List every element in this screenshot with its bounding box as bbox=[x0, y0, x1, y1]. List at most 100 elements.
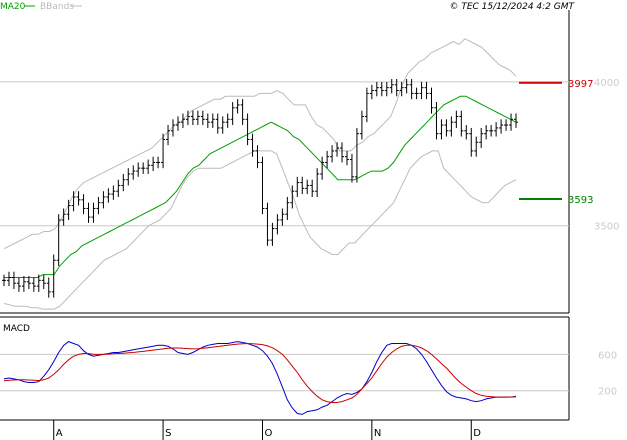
ohlc-bar bbox=[26, 276, 31, 289]
ohlc-bar bbox=[414, 87, 419, 100]
price-y-tick-3500: 3500 bbox=[594, 222, 619, 233]
ohlc-bar bbox=[2, 274, 6, 287]
ohlc-bar bbox=[394, 79, 399, 97]
ohlc-bar bbox=[41, 274, 46, 289]
ohlc-bar bbox=[325, 150, 330, 169]
x-tick-label-S: S bbox=[165, 428, 171, 439]
ohlc-bar bbox=[185, 110, 190, 126]
bbands-lower-line bbox=[3, 150, 517, 310]
ohlc-bar bbox=[340, 142, 345, 163]
ohlc-bar bbox=[146, 159, 151, 174]
ohlc-bar bbox=[315, 168, 320, 197]
ohlc-bar bbox=[300, 176, 305, 195]
ohlc-bar bbox=[121, 173, 126, 192]
ma20-series-line bbox=[4, 95, 517, 278]
ohlc-bar bbox=[101, 191, 106, 209]
ohlc-bar bbox=[161, 133, 166, 169]
ohlc-bar bbox=[444, 119, 449, 137]
ohlc-bar bbox=[419, 81, 424, 100]
ohlc-bar bbox=[195, 110, 200, 126]
ohlc-bar bbox=[11, 271, 16, 289]
ohlc-bar bbox=[389, 79, 394, 94]
ohlc-bar bbox=[56, 214, 61, 266]
price-levels: 3997 3593 bbox=[519, 79, 593, 206]
ohlc-bar bbox=[180, 113, 185, 128]
ohlc-bar bbox=[91, 202, 96, 223]
macd-y-tick-600: 600 bbox=[598, 350, 617, 361]
ohlc-bar bbox=[61, 208, 66, 226]
ohlc-bar bbox=[240, 99, 245, 126]
ohlc-bar bbox=[265, 202, 270, 246]
ohlc-bar bbox=[369, 84, 374, 100]
x-tick-label-N: N bbox=[374, 428, 381, 439]
ohlc-bar bbox=[230, 102, 235, 126]
ohlc-bar bbox=[116, 179, 121, 197]
ohlc-bar bbox=[320, 156, 325, 180]
bollinger-bands bbox=[3, 38, 517, 310]
ohlc-bar bbox=[16, 277, 21, 292]
ohlc-bar bbox=[190, 110, 195, 126]
resistance-level-label: 3997 bbox=[568, 79, 593, 90]
bbands-upper-line bbox=[3, 38, 517, 250]
ohlc-bar bbox=[305, 179, 310, 195]
price-y-tick-4000: 4000 bbox=[594, 78, 619, 89]
ma20-line bbox=[4, 95, 517, 278]
ohlc-bar bbox=[6, 271, 11, 287]
legend-ma20: MA20 bbox=[0, 2, 26, 12]
ohlc-bar bbox=[285, 196, 290, 220]
grid-lines bbox=[0, 81, 569, 392]
ohlc-bar bbox=[509, 113, 514, 131]
ohlc-bar bbox=[111, 185, 116, 200]
ohlc-bar bbox=[479, 127, 484, 149]
ohlc-bar bbox=[439, 119, 444, 140]
macd-lines bbox=[3, 341, 517, 415]
ohlc-bar bbox=[399, 81, 404, 97]
ohlc-bar bbox=[494, 122, 499, 137]
ohlc-bar bbox=[514, 113, 518, 128]
support-level-label: 3593 bbox=[568, 195, 593, 206]
ohlc-bar bbox=[409, 79, 414, 100]
ohlc-bar bbox=[245, 113, 250, 146]
ohlc-bar bbox=[474, 136, 479, 157]
ohlc-bar bbox=[225, 113, 230, 128]
macd-line bbox=[3, 341, 517, 415]
ohlc-bar bbox=[200, 110, 205, 126]
ohlc-bar bbox=[344, 150, 349, 166]
ohlc-bar bbox=[205, 113, 210, 128]
ohlc-bar bbox=[504, 119, 509, 131]
ohlc-bar bbox=[46, 277, 51, 298]
x-tick-label-O: O bbox=[264, 428, 272, 439]
ohlc-bar bbox=[335, 142, 340, 157]
ohlc-bar bbox=[255, 145, 260, 169]
ohlc-bar bbox=[364, 87, 369, 123]
ohlc-bar bbox=[136, 162, 141, 177]
ohlc-bar bbox=[81, 194, 86, 215]
ohlc-bar bbox=[469, 127, 474, 157]
ohlc-bar bbox=[76, 191, 81, 206]
ohlc-bar bbox=[349, 153, 354, 183]
ohlc-bar bbox=[151, 156, 156, 172]
ohlc-bar bbox=[126, 168, 131, 186]
ohlc-bar bbox=[156, 156, 161, 169]
ohlc-bar bbox=[86, 202, 91, 223]
ohlc-bar bbox=[310, 179, 315, 197]
ohlc-bar bbox=[31, 277, 36, 292]
ohlc-bar bbox=[290, 185, 295, 209]
ohlc-bar bbox=[295, 176, 300, 197]
y-axis-ticks: 3500 4000 200 600 bbox=[594, 78, 619, 398]
ohlc-bar bbox=[429, 87, 434, 114]
ohlc-bar bbox=[424, 81, 429, 100]
ohlc-bar bbox=[215, 113, 220, 134]
ohlc-bar bbox=[379, 81, 384, 97]
ohlc-bar bbox=[454, 110, 459, 128]
ohlc-bar bbox=[464, 125, 469, 140]
ohlc-bar bbox=[434, 102, 439, 140]
ohlc-bar bbox=[384, 81, 389, 97]
ohlc-bar bbox=[106, 188, 111, 203]
price-bars bbox=[2, 79, 518, 298]
ohlc-bar bbox=[330, 145, 335, 163]
ohlc-bar bbox=[131, 165, 136, 180]
